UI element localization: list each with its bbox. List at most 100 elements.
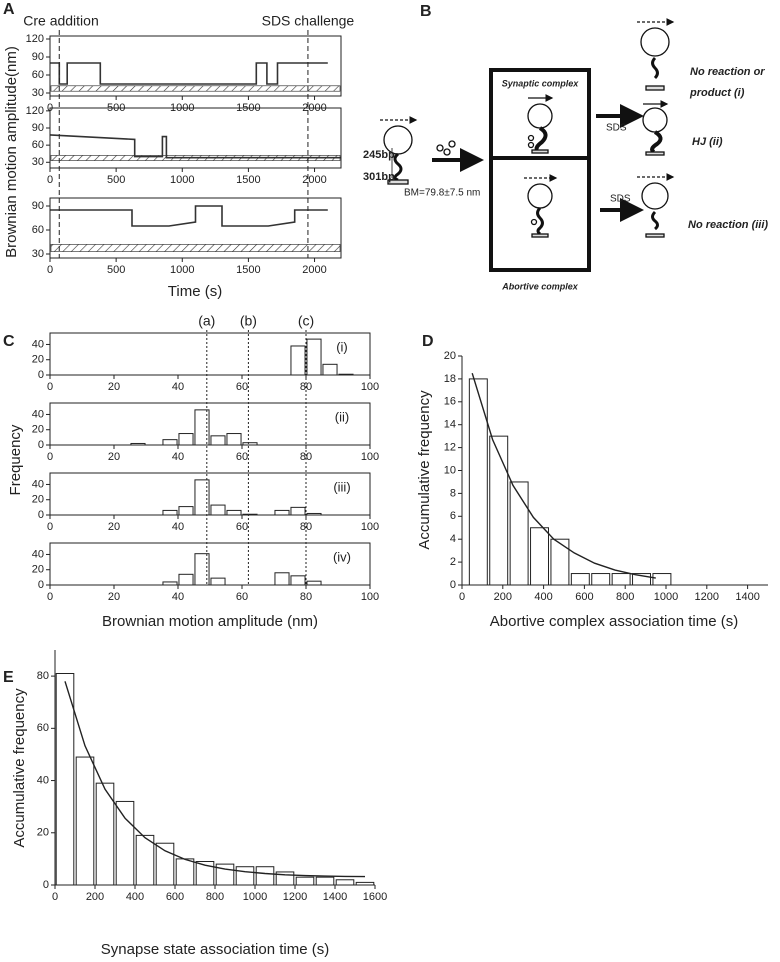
y-tick-label: 0	[38, 439, 44, 451]
label: HJ (ii)	[692, 136, 723, 148]
x-tick-label: 40	[172, 451, 184, 463]
trace	[50, 62, 328, 85]
bar	[235, 866, 255, 886]
y-tick-label: 80	[37, 670, 49, 682]
x-tick-label: 60	[236, 591, 248, 603]
y-axis-title: Accumulative frequency	[11, 688, 28, 848]
label: 245bp	[363, 149, 395, 161]
x-tick-label: 40	[172, 591, 184, 603]
y-tick-label: 10	[444, 464, 456, 476]
y-tick-label: 60	[37, 722, 49, 734]
bar	[162, 439, 178, 446]
bar	[210, 435, 226, 446]
y-tick-label: 60	[32, 139, 44, 151]
y-tick-label: 0	[43, 879, 49, 891]
x-tick-label: 20	[108, 521, 120, 533]
y-tick-label: 60	[32, 224, 44, 236]
bar	[290, 345, 306, 376]
y-tick-label: 40	[32, 408, 44, 420]
y-tick-label: 0	[38, 579, 44, 591]
surface	[531, 233, 549, 238]
bead	[640, 27, 670, 57]
bar	[115, 800, 135, 886]
bar	[178, 506, 194, 516]
x-tick-label: 1200	[283, 891, 307, 903]
x-tick-label: 1500	[236, 174, 260, 186]
y-tick-label: 20	[32, 564, 44, 576]
surface	[645, 151, 665, 156]
bead	[527, 183, 553, 209]
diagram	[380, 18, 675, 272]
y-tick-label: 90	[32, 122, 44, 134]
panel-sublabel: (iii)	[333, 479, 350, 494]
y-tick-label: 40	[37, 774, 49, 786]
y-tick-label: 90	[32, 51, 44, 63]
bar	[135, 834, 155, 886]
x-tick-label: 2000	[302, 264, 326, 276]
bar	[591, 573, 611, 586]
y-tick-label: 40	[32, 548, 44, 560]
trace	[49, 134, 341, 159]
x-tick-label: 40	[172, 381, 184, 393]
surface	[645, 85, 665, 91]
label: BM=79.8±7.5 nm	[404, 188, 480, 199]
x-tick-label: 0	[52, 891, 58, 903]
y-tick-label: 14	[444, 419, 456, 431]
cre	[527, 134, 535, 142]
plot-frame	[49, 197, 342, 259]
reference-label: (b)	[240, 313, 257, 329]
x-tick-label: 0	[47, 174, 53, 186]
x-tick-label: 200	[494, 591, 512, 603]
y-tick-label: 120	[26, 33, 44, 45]
x-tick-label: 0	[47, 591, 53, 603]
x-tick-label: 1000	[170, 174, 194, 186]
panel-label: B	[420, 3, 432, 20]
bead	[641, 182, 669, 210]
bar	[274, 572, 290, 586]
surface	[645, 233, 665, 238]
panel-label: D	[422, 333, 434, 350]
bar	[652, 573, 672, 586]
bar	[226, 433, 242, 446]
panel-sublabel: (iv)	[333, 549, 351, 564]
dna	[651, 210, 659, 231]
bar	[611, 573, 631, 586]
y-tick-label: 30	[32, 87, 44, 99]
dna-loop	[534, 126, 548, 152]
bar	[178, 573, 194, 586]
x-tick-label: 100	[361, 381, 379, 393]
x-tick-label: 20	[108, 381, 120, 393]
bar	[255, 866, 275, 886]
x-tick-label: 1600	[363, 891, 387, 903]
bar	[322, 363, 338, 376]
bar	[295, 876, 315, 886]
x-tick-label: 20	[108, 591, 120, 603]
y-axis-title: Frequency	[7, 424, 24, 495]
x-tick-label: 0	[47, 264, 53, 276]
label: SDS	[610, 194, 631, 205]
bar	[315, 876, 335, 886]
x-tick-label: 1000	[170, 264, 194, 276]
x-tick-label: 1400	[323, 891, 347, 903]
bar	[570, 573, 590, 586]
x-tick-label: 2000	[302, 174, 326, 186]
plot-frame	[49, 472, 371, 516]
reference-label: (a)	[198, 313, 215, 329]
y-tick-label: 4	[450, 533, 456, 545]
x-tick-label: 1500	[236, 264, 260, 276]
x-tick-label: 600	[575, 591, 593, 603]
x-tick-label: 0	[459, 591, 465, 603]
cre	[448, 140, 456, 148]
y-tick-label: 20	[32, 354, 44, 366]
bar	[290, 575, 306, 586]
dna	[536, 206, 544, 236]
y-axis-title: Accumulative frequency	[416, 390, 433, 550]
bar	[210, 504, 226, 516]
y-axis-title: Brownian motion amplitude(nm)	[3, 46, 20, 258]
surface	[387, 179, 409, 185]
x-axis-title: Synapse state association time (s)	[101, 941, 329, 958]
x-tick-label: 1200	[695, 591, 719, 603]
plot-frame	[49, 402, 371, 446]
fit-curve	[64, 681, 366, 878]
